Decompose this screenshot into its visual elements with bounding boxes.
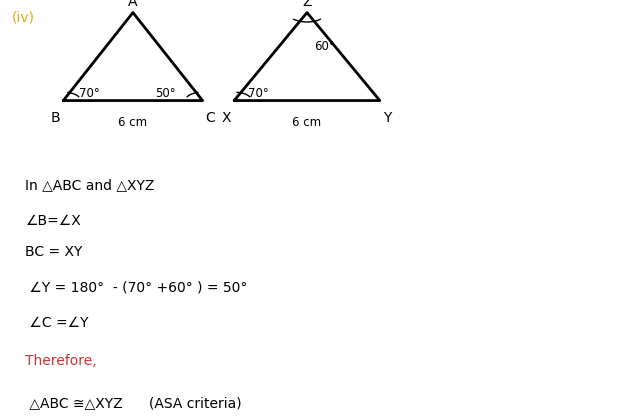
Text: B: B — [51, 111, 61, 125]
Text: △ABC ≅△XYZ      (ASA criteria): △ABC ≅△XYZ (ASA criteria) — [25, 396, 242, 410]
Text: X: X — [222, 111, 232, 125]
Text: C: C — [205, 111, 215, 125]
Text: 70°: 70° — [79, 87, 100, 100]
Text: (iv): (iv) — [11, 10, 34, 24]
Text: Therefore,: Therefore, — [25, 354, 97, 368]
Text: 6 cm: 6 cm — [118, 116, 147, 129]
Text: Z: Z — [302, 0, 312, 9]
Text: BC = XY: BC = XY — [25, 245, 83, 259]
Text: 60°: 60° — [315, 40, 335, 53]
Text: 50°: 50° — [155, 87, 176, 100]
Text: 6 cm: 6 cm — [292, 116, 322, 129]
Text: A: A — [128, 0, 138, 9]
Text: ∠C =∠Y: ∠C =∠Y — [25, 316, 89, 330]
Text: Y: Y — [383, 111, 392, 125]
Text: ∠Y = 180°  - (70° +60° ) = 50°: ∠Y = 180° - (70° +60° ) = 50° — [25, 281, 248, 295]
Text: ∠B=∠X: ∠B=∠X — [25, 214, 81, 228]
Text: In △ABC and △XYZ: In △ABC and △XYZ — [25, 178, 154, 192]
Text: 70°: 70° — [248, 87, 269, 100]
